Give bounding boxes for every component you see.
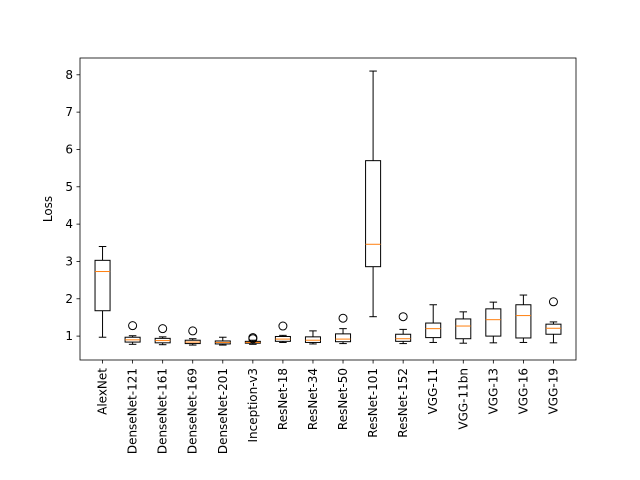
box — [395, 333, 412, 342]
y-tick-label: 2 — [65, 292, 73, 306]
box-group-alexnet — [94, 246, 111, 338]
box-group-vgg-13 — [485, 301, 502, 344]
outlier-point — [158, 324, 168, 334]
box-group-resnet-50 — [335, 313, 352, 345]
box — [365, 160, 382, 268]
box — [485, 308, 502, 337]
box-group-resnet-18 — [274, 321, 291, 343]
box — [335, 333, 352, 343]
axes-layer: AlexNet DenseNet-121 DenseNet-161 DenseNet-… — [65, 57, 577, 454]
x-tick-label: DenseNet-161 — [156, 368, 170, 454]
box-group-inception-v3 — [244, 333, 261, 345]
outlier-point — [248, 333, 258, 343]
box-group-vgg-19 — [545, 297, 562, 344]
box-group-densenet-169 — [184, 326, 201, 346]
x-tick-label: ResNet-50 — [336, 368, 350, 430]
x-tick-label: Inception-v3 — [246, 368, 260, 442]
y-tick-label: 7 — [65, 105, 73, 119]
outlier-point — [398, 312, 408, 322]
x-tick-label: AlexNet — [96, 368, 110, 415]
outlier-point — [338, 313, 348, 323]
x-tick-label: ResNet-18 — [276, 368, 290, 430]
box-group-resnet-101 — [365, 70, 382, 318]
x-tick-label: ResNet-152 — [396, 368, 410, 438]
x-tick-label: ResNet-101 — [366, 368, 380, 438]
x-tick-label: DenseNet-201 — [216, 368, 230, 454]
x-tick-label: VGG-11 — [426, 368, 440, 414]
x-tick-label: DenseNet-121 — [126, 368, 140, 454]
y-tick-label: 6 — [65, 142, 73, 156]
box-group-vgg-16 — [515, 294, 532, 343]
box-group-densenet-121 — [124, 321, 141, 345]
y-axis-label: Loss — [41, 196, 55, 222]
y-tick-label: 4 — [65, 217, 73, 231]
plot-frame — [79, 57, 577, 361]
box — [515, 304, 532, 339]
x-tick-label: VGG-11bn — [456, 368, 470, 430]
y-tick-label: 5 — [65, 180, 73, 194]
y-tick-label: 3 — [65, 254, 73, 268]
plot-area-background — [80, 58, 576, 360]
x-tick-label: VGG-16 — [516, 368, 530, 414]
outlier-point — [278, 321, 288, 331]
box-group-resnet-34 — [304, 330, 321, 345]
x-tick-label: DenseNet-169 — [186, 368, 200, 454]
box — [455, 318, 472, 340]
box — [94, 259, 111, 312]
plot-layer — [94, 70, 562, 346]
box-group-densenet-201 — [214, 336, 231, 346]
box-group-vgg-11 — [425, 304, 442, 343]
outlier-point — [128, 321, 138, 331]
box-group-resnet-152 — [395, 312, 412, 345]
box — [304, 336, 321, 343]
box-group-vgg-11bn — [455, 311, 472, 344]
y-tick-label: 1 — [65, 329, 73, 343]
y-tick-label: 8 — [65, 68, 73, 82]
x-tick-label: VGG-19 — [546, 368, 560, 414]
box — [425, 322, 442, 339]
x-tick-label: VGG-13 — [486, 368, 500, 414]
x-tick-label: ResNet-34 — [306, 368, 320, 430]
outlier-point — [188, 326, 198, 336]
box — [545, 323, 562, 335]
box-group-densenet-161 — [154, 324, 171, 346]
outlier-point — [548, 297, 558, 307]
